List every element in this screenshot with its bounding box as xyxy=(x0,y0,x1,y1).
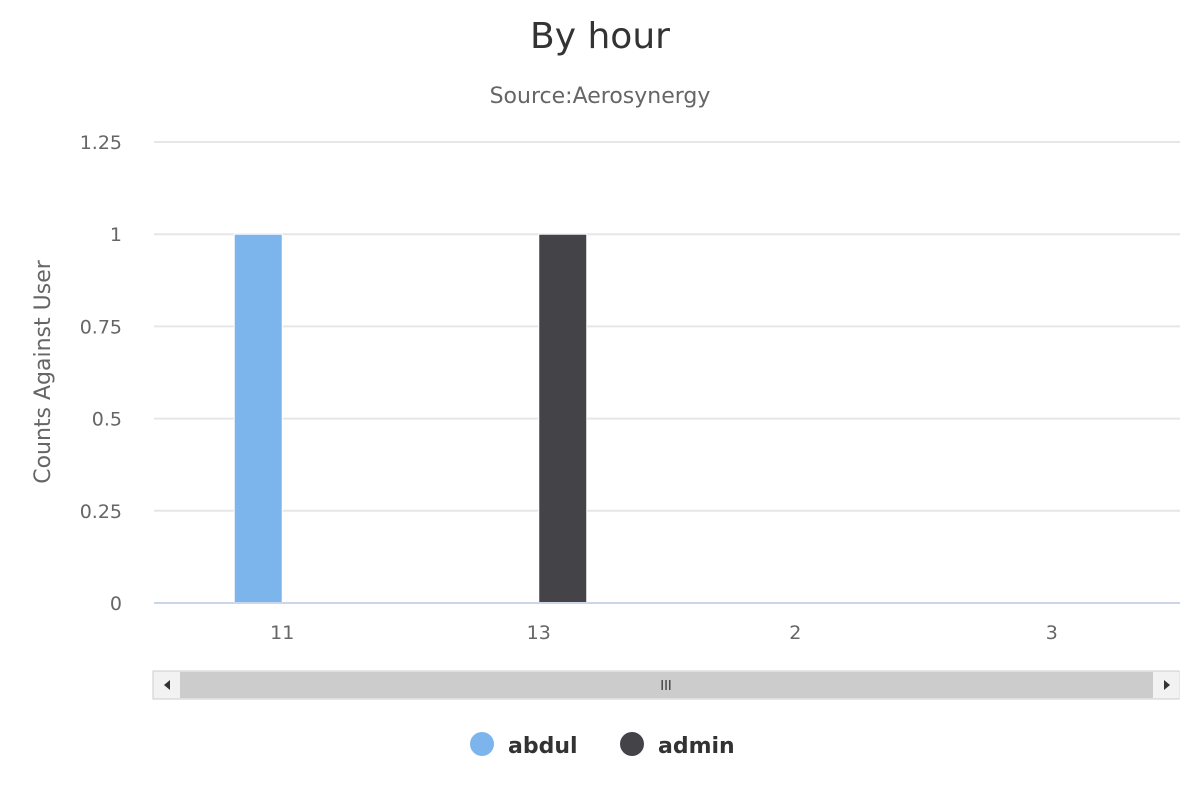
bar-admin-13[interactable] xyxy=(538,233,588,604)
y-tick-label: 0 xyxy=(110,593,122,615)
x-axis-tick-labels: 11 13 2 3 xyxy=(270,622,1058,644)
legend: abdul admin xyxy=(470,732,735,759)
scrollbar-grip[interactable]: III xyxy=(660,679,672,694)
chart-subtitle: Source:Aerosynergy xyxy=(490,84,711,109)
triangle-left-icon xyxy=(164,680,170,690)
legend-label-abdul: abdul xyxy=(508,734,578,759)
scroll-left-button[interactable] xyxy=(154,672,180,698)
chart-title: By hour xyxy=(530,16,670,57)
y-tick-label: 0.25 xyxy=(80,501,122,523)
scrollbar-thumb[interactable] xyxy=(180,672,1154,698)
triangle-right-icon xyxy=(1164,680,1170,690)
horizontal-scrollbar[interactable]: III xyxy=(152,670,1180,700)
legend-marker-admin xyxy=(620,732,644,756)
y-tick-label: 0.5 xyxy=(92,409,122,431)
y-axis-title: Counts Against User xyxy=(31,259,56,484)
legend-item-abdul[interactable]: abdul xyxy=(470,732,578,759)
scroll-right-button[interactable] xyxy=(1153,672,1179,698)
x-tick-label: 3 xyxy=(1046,622,1058,644)
x-tick-label: 13 xyxy=(527,622,551,644)
y-tick-label: 0.75 xyxy=(80,316,122,338)
gridlines xyxy=(154,141,1180,512)
x-tick-label: 2 xyxy=(789,622,801,644)
y-tick-label: 1.25 xyxy=(80,132,122,154)
x-tick-label: 11 xyxy=(270,622,294,644)
y-tick-label: 1 xyxy=(110,224,122,246)
legend-marker-abdul xyxy=(470,732,494,756)
legend-label-admin: admin xyxy=(658,734,735,759)
legend-item-admin[interactable]: admin xyxy=(620,732,735,759)
bar-abdul-11[interactable] xyxy=(233,233,283,604)
y-axis-tick-labels: 0 0.25 0.5 0.75 1 1.25 xyxy=(80,132,122,615)
bar-series-group xyxy=(233,233,588,604)
